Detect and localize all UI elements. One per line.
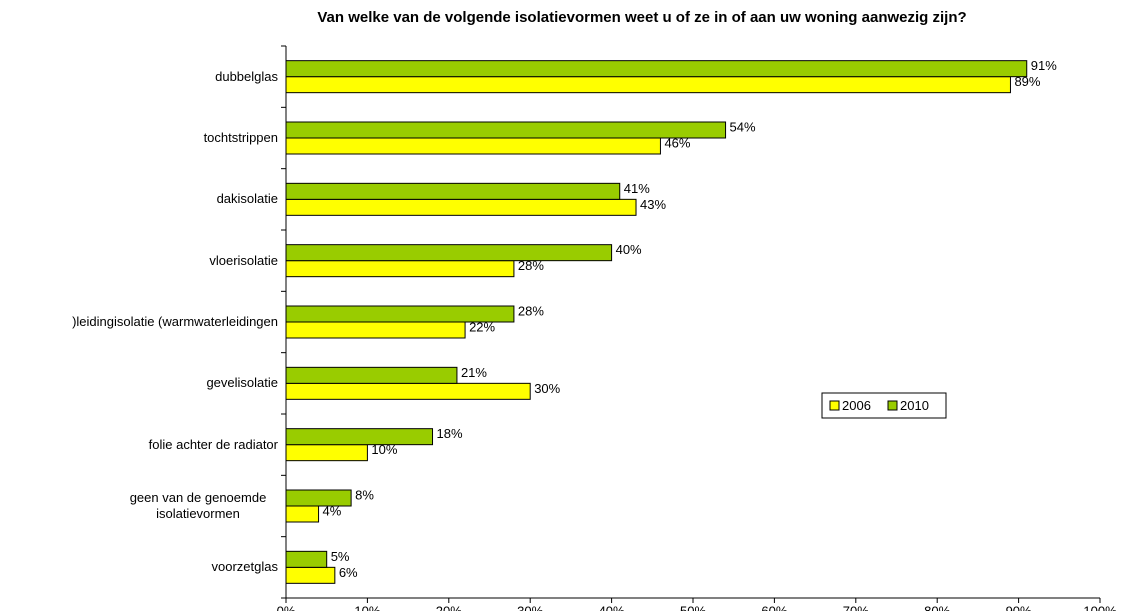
y-tick-label: )leidingisolatie (warmwaterleidingen [72,314,278,329]
value-label: 91% [1031,58,1057,73]
bar [285,444,368,462]
x-tick-label: 100% [1083,603,1117,611]
y-tick-label: geen van de genoemde isolatievormen [129,490,267,521]
bar [285,321,466,339]
value-label: 46% [664,135,690,150]
legend-label: 2006 [842,398,871,413]
bar [285,182,621,200]
bar [285,198,637,216]
bar [285,550,328,568]
bar [285,505,320,523]
bar [285,382,531,400]
value-label: 5% [331,549,350,564]
legend-swatch [829,400,840,411]
y-tick-label: voorzetglas [211,559,278,575]
value-label: 28% [518,303,544,318]
value-label: 22% [469,319,495,334]
value-label: 21% [461,365,487,380]
value-label: 30% [534,381,560,396]
value-label: 6% [339,565,358,580]
value-label: 18% [437,426,463,441]
value-label: 41% [624,181,650,196]
x-tick-label: 70% [843,603,869,611]
bar [285,137,661,155]
x-tick-label: 90% [1006,603,1032,611]
bar [285,260,515,278]
bar [285,366,458,384]
y-tick-label: folie achter de radiator [148,436,278,452]
bar [285,305,515,323]
value-label: 28% [518,258,544,273]
legend-swatch [887,400,898,411]
bar [285,489,352,507]
legend-label: 2010 [900,398,929,413]
y-tick-label: tochtstrippen [203,130,278,145]
bar [285,566,336,584]
value-label: 43% [640,197,666,212]
y-tick-label: gevelisolatie [206,375,278,391]
x-tick-label: 0% [277,603,296,611]
value-label: 8% [355,487,374,502]
x-tick-label: 10% [354,603,380,611]
x-tick-label: 60% [761,603,787,611]
x-tick-label: 80% [924,603,950,611]
bar [285,428,434,446]
bar [285,121,727,139]
value-label: 54% [730,119,756,134]
x-tick-label: 50% [680,603,706,611]
bar [285,244,613,262]
bar [285,60,1028,78]
x-tick-label: 40% [599,603,625,611]
bar [285,76,1011,94]
value-label: 10% [371,442,397,457]
y-tick-label: dakisolatie [216,191,278,207]
x-tick-label: 20% [436,603,462,611]
legend-box [821,392,947,419]
value-label: 40% [616,242,642,257]
y-tick-label: vloerisolatie [209,252,278,268]
y-tick-label: dubbelglas [215,68,278,84]
x-tick-label: 30% [517,603,543,611]
chart-title: Van welke van de volgende isolatievormen… [317,9,966,26]
value-label: 4% [323,503,342,518]
value-label: 89% [1014,74,1040,89]
